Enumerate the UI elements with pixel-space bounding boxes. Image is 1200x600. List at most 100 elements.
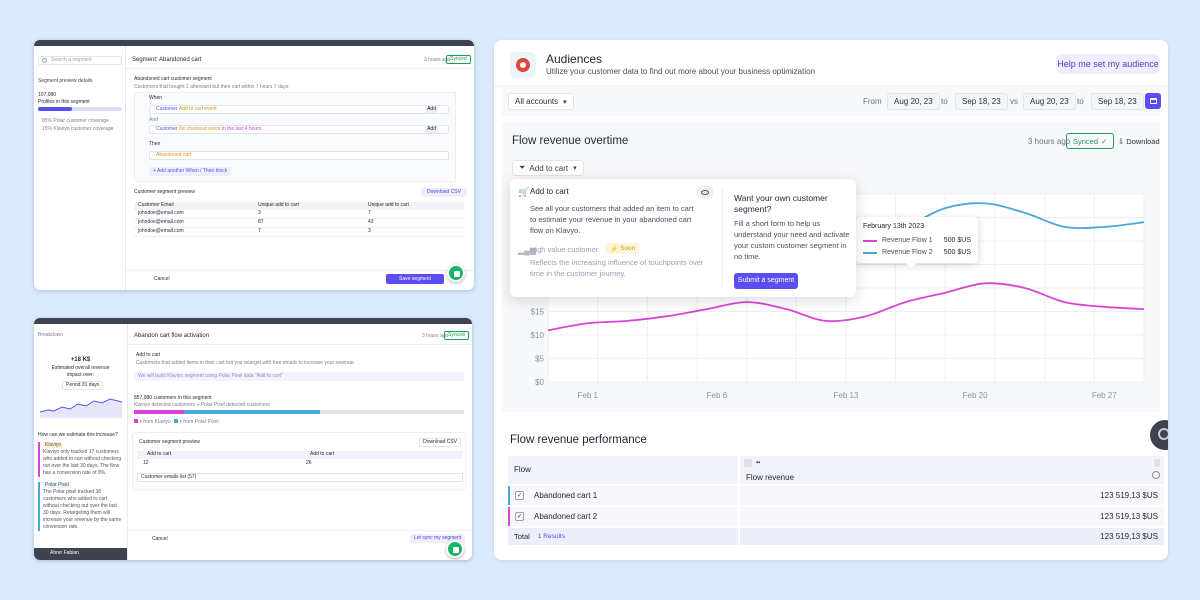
add-condition-button[interactable]: Add: [425, 126, 438, 133]
flow-activation-screenshot: Breakdown +18 K$ Estimated overall reven…: [34, 318, 472, 560]
tooltip-series-1: Revenue Flow 1 500 $US: [863, 237, 971, 244]
sort-icon[interactable]: [1154, 459, 1160, 467]
table-row: johndoe@email.com 7 3: [134, 228, 464, 237]
rule-builder: When Customer Add to cart event Add And …: [134, 92, 456, 182]
source-bar: [134, 410, 464, 414]
segment-sidebar: Search a segment Segment preview details…: [34, 46, 126, 290]
y-tick-label: $5: [535, 355, 544, 364]
help-audience-button[interactable]: Help me set my audience: [1056, 54, 1160, 74]
download-csv-button[interactable]: Download CSV: [421, 188, 467, 197]
legend-klaviyo: x from Klaviyo: [134, 419, 171, 426]
chat-icon[interactable]: [446, 540, 464, 558]
segment-dropdown: 🛒 Add to cart See all your customers tha…: [510, 179, 856, 297]
flow-column-header[interactable]: Flow: [508, 456, 738, 484]
audience-logo: [510, 52, 536, 78]
vs-label: vs: [1010, 97, 1018, 106]
synced-badge[interactable]: Synced: [444, 331, 469, 340]
download-button[interactable]: ⇩ Download: [1118, 136, 1160, 146]
add-to-cart-option[interactable]: 🛒 Add to cart See all your customers tha…: [510, 179, 722, 297]
option-description: See all your customers that added an ite…: [530, 204, 694, 235]
table-row[interactable]: ✓ Abandoned cart 2: [508, 507, 738, 526]
preview-table: Customer Email Unique add to cart Unique a…: [134, 202, 464, 237]
help-icon: [1158, 428, 1168, 440]
condition-2[interactable]: Customer No checkout event in the last 4…: [149, 125, 449, 134]
condition-1[interactable]: Customer Add to cart event Add: [149, 105, 449, 114]
user-menu[interactable]: Ahrer Fabian: [34, 548, 127, 560]
coverage-klaviyo: 15% Klaviyo customer coverage: [42, 126, 114, 132]
section-title: Add to cart: [136, 352, 161, 358]
table-row: johndoe@email.com 87 43: [134, 219, 464, 228]
total-row: Total 1 Results: [508, 528, 738, 545]
calendar-icon: [1149, 98, 1157, 104]
updated-label: 3 hours ago: [424, 57, 451, 63]
x-tick-label: Feb 1: [577, 391, 598, 400]
y-tick-label: $0: [535, 378, 544, 387]
impact-sparkline: [40, 398, 122, 418]
how-estimate: How can we estimate this increase?: [38, 432, 118, 438]
segment-title: Abandoned cart customer segment: [134, 76, 212, 82]
note-polar: Polar Pixel The Polar pixel tracked 38 cu…: [38, 482, 122, 531]
flow-title: Flow revenue overtime: [512, 135, 629, 147]
accounts-select[interactable]: All accounts ▾: [508, 93, 574, 110]
add-block-button[interactable]: + Add another When / Then block: [149, 167, 232, 176]
search-placeholder: Search a segment: [51, 57, 92, 63]
row-checkbox[interactable]: ✓: [515, 512, 524, 521]
add-condition-button[interactable]: Add: [425, 106, 438, 113]
app-topbar: [34, 40, 474, 46]
search-input[interactable]: Search a segment: [38, 56, 122, 65]
chat-icon[interactable]: [447, 264, 465, 282]
to-label: to: [941, 97, 948, 106]
info-icon[interactable]: [1152, 471, 1160, 479]
save-segment-button[interactable]: Save segment: [386, 274, 444, 284]
header-divider: [128, 344, 472, 345]
synced-badge[interactable]: Synced ✓: [1066, 133, 1115, 149]
preview-table-header: Add to cart Add to cart: [137, 451, 463, 459]
compare-start[interactable]: Aug 20, 23: [1023, 93, 1076, 110]
sync-segment-button[interactable]: Let sync my segment: [410, 534, 466, 543]
period-select[interactable]: Period 31 days: [62, 381, 104, 390]
performance-title: Flow revenue performance: [510, 434, 647, 446]
footer-divider: [128, 530, 472, 531]
then-label: Then: [149, 141, 161, 147]
download-icon: ⇩: [1118, 136, 1125, 146]
floating-help-button[interactable]: [1150, 420, 1168, 450]
audiences-panel: Audiences Utilize your customer data to …: [494, 40, 1168, 560]
submit-segment-button[interactable]: Submit a segment: [734, 273, 798, 289]
section-desc: Customers that added items in their cart…: [136, 360, 355, 366]
app-topbar: [34, 318, 472, 324]
cancel-button[interactable]: Cancel: [154, 276, 170, 282]
compare-end[interactable]: Sep 18, 23: [1091, 93, 1144, 110]
impact-text: Estimated overall revenue impact over:: [51, 365, 110, 378]
synced-badge[interactable]: Synced: [446, 55, 471, 64]
row-checkbox[interactable]: ✓: [515, 491, 524, 500]
page-title: Segment: Abandoned cart: [132, 57, 202, 63]
high-value-label: High value customer: [530, 245, 599, 254]
impact-value: +18 K$: [70, 357, 91, 363]
flow-name: Abandoned cart 2: [534, 512, 598, 521]
column-menu-icon[interactable]: [744, 459, 752, 467]
coverage-polar: 85% Polar customer coverage: [42, 118, 109, 124]
footer-divider: [126, 270, 474, 271]
calendar-button[interactable]: [1145, 93, 1161, 109]
y-tick-label: $15: [531, 308, 545, 317]
count-title: 857,980 customers in this segment: [134, 395, 212, 401]
flow-filter-select[interactable]: ⏷ Add to cart ▾: [512, 160, 584, 176]
revenue-column-header[interactable]: ▪▪ Flow revenue: [740, 456, 1164, 484]
email-list-accordion[interactable]: Customer emails list (57): [137, 473, 463, 482]
page-subtitle: Utilize your customer data to find out m…: [546, 67, 816, 76]
date-start[interactable]: Aug 20, 23: [887, 93, 940, 110]
cancel-button[interactable]: Cancel: [152, 536, 168, 542]
then-value[interactable]: Abandoned cart: [149, 151, 449, 160]
preview-eye-button[interactable]: [696, 185, 714, 199]
to-label: to: [1077, 97, 1084, 106]
preview-title: Customer segment preview: [134, 189, 195, 195]
updated-label: 3 hours ago: [1028, 137, 1071, 146]
side-label: Breakdown: [38, 332, 64, 338]
segment-description: Customers that bought 1 afterward but th…: [134, 84, 289, 90]
preview-box: Customer segment preview Download CSV Ad…: [132, 432, 466, 490]
table-row[interactable]: ✓ Abandoned cart 1: [508, 486, 738, 505]
filter-icon: ⏷: [519, 163, 526, 172]
download-csv-button[interactable]: Download CSV: [419, 438, 461, 447]
updated-label: 3 hours ago: [422, 333, 449, 339]
date-end[interactable]: Sep 18, 23: [955, 93, 1008, 110]
